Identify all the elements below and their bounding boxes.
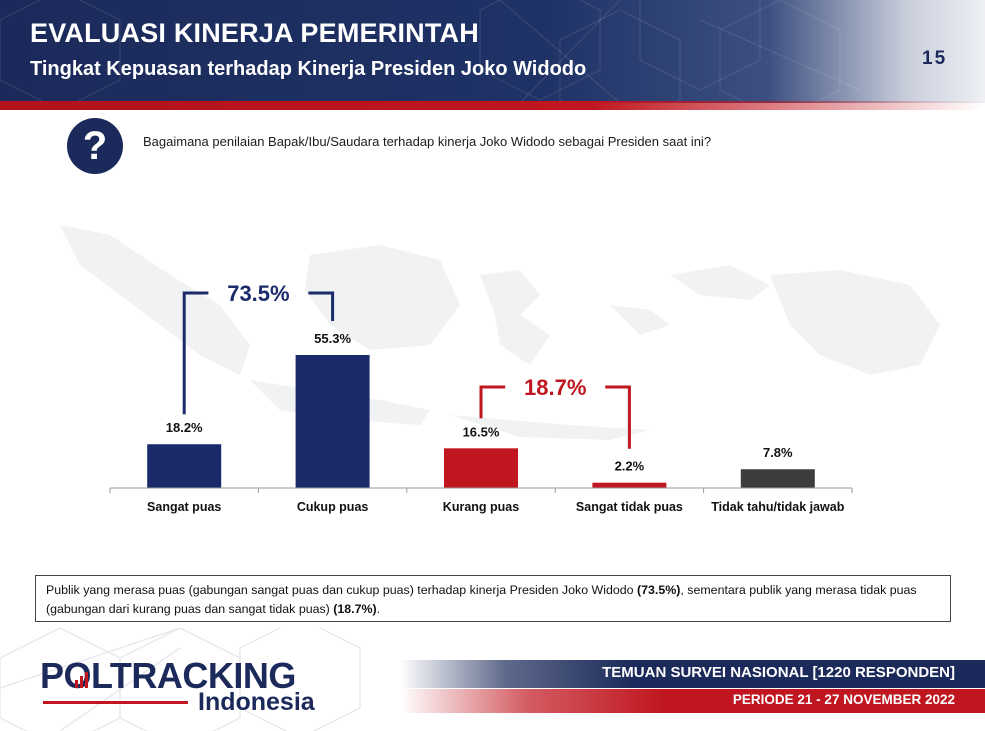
group-bracket: [479, 385, 631, 449]
bar-value-label: 7.8%: [763, 445, 793, 460]
bar-value-label: 18.2%: [166, 420, 203, 435]
category-label: Sangat tidak puas: [576, 500, 683, 514]
note-text-3: .: [376, 602, 381, 616]
bar: [147, 444, 222, 488]
poltracking-logo: POLTRACKING: [40, 655, 296, 696]
bar-chart-icon: [75, 672, 88, 688]
header-banner: EVALUASI KINERJA PEMERINTAH Tingkat Kepu…: [0, 0, 985, 103]
group-total-label: 18.7%: [524, 375, 586, 400]
survey-question: Bagaimana penilaian Bapak/Ibu/Saudara te…: [143, 134, 712, 149]
bar: [295, 355, 370, 488]
category-label: Tidak tahu/tidak jawab: [711, 500, 845, 514]
footer-band-red: [400, 689, 985, 713]
logo-accent-line: [43, 701, 188, 704]
bar-value-label: 16.5%: [463, 424, 500, 439]
note-satisfied-value: (73.5%): [637, 583, 681, 597]
page-title: EVALUASI KINERJA PEMERINTAH: [30, 18, 479, 48]
question-mark-icon: ?: [67, 118, 123, 174]
note-dissatisfied-value: (18.7%): [333, 602, 377, 616]
bar-value-label: 55.3%: [314, 331, 351, 346]
note-text-1: Publik yang merasa puas (gabungan sangat…: [46, 583, 637, 597]
page-number: 15: [922, 48, 948, 69]
summary-note: Publik yang merasa puas (gabungan sangat…: [35, 575, 951, 622]
survey-info: TEMUAN SURVEI NASIONAL [1220 RESPONDEN]: [602, 664, 955, 681]
category-label: Cukup puas: [297, 500, 369, 514]
bar: [592, 482, 667, 488]
footer-pattern: [0, 628, 361, 731]
bar-value-label: 2.2%: [615, 459, 645, 474]
group-bracket: [182, 291, 335, 415]
indonesia-map-watermark: [60, 225, 940, 440]
category-label: Kurang puas: [443, 500, 519, 514]
survey-period: PERIODE 21 - 27 NOVEMBER 2022: [732, 692, 955, 707]
page-subtitle: Tingkat Kepuasan terhadap Kinerja Presid…: [30, 58, 587, 80]
footer-band-navy: [400, 660, 985, 688]
header-pattern: [0, 0, 861, 103]
category-label: Sangat puas: [147, 500, 221, 514]
note-text-2: , sementara publik yang merasa tidak pua…: [46, 583, 917, 616]
bar: [444, 448, 518, 488]
bar: [740, 469, 815, 488]
header-accent-line: [0, 101, 985, 110]
logo-subtitle: Indonesia: [198, 688, 315, 716]
group-total-label: 73.5%: [227, 281, 289, 306]
